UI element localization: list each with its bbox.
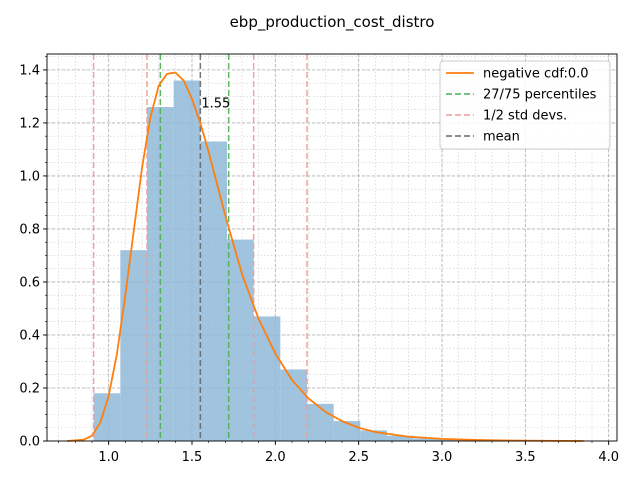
density-curve-line [66,71,584,442]
histogram-bar [173,80,201,442]
x-tick-label: 3.0 [432,450,453,465]
x-tick-label: 1.5 [182,450,203,465]
x-tick-label: 2.5 [348,450,369,465]
x-tick-label: 2.0 [265,450,286,465]
y-tick-label: 1.0 [19,169,40,184]
x-tick-label: 1.0 [98,450,119,465]
histogram-bar [120,250,147,441]
reference-lines [92,54,308,441]
y-tick-label: 1.2 [19,116,40,131]
y-tick-label: 0.6 [19,275,40,290]
legend-box [439,60,611,150]
histogram-bar [307,403,334,441]
histogram-bar [227,239,254,441]
histogram-bar [387,435,414,441]
axes [46,53,618,442]
ticks: 1.0 1.5 2.0 2.5 3.0 3.5 4.0 0.0 0.2 0.4 0.6 0.8 1.0 1… [19,56,619,465]
y-tick-label: 0.8 [19,222,40,237]
histogram-bar [200,141,227,441]
density-curve [66,71,584,442]
histogram-bar [413,438,441,441]
x-tick-label: 3.5 [515,450,536,465]
x-tick-label: 4.0 [598,450,619,465]
histogram-bar [333,421,361,441]
legend-label: 27/75 percentiles [483,88,597,103]
y-tick-label: 1.4 [19,63,40,78]
mean-annotation: 1.55 [201,97,230,112]
legend-label: 1/2 std devs. [483,109,567,124]
legend-label: negative cdf:0.0 [483,67,589,82]
legend: negative cdf:0.0 27/75 percentiles 1/2 std… [439,60,611,150]
y-tick-label: 0.4 [19,328,40,343]
histogram-bar [280,369,307,441]
chart-title: ebp_production_cost_distro [230,13,435,32]
plot-frame [46,53,618,442]
y-tick-label: 0.0 [19,435,40,450]
histogram-bar [440,439,467,441]
legend-label: mean [483,130,520,145]
annotations: 1.55 [201,97,230,112]
y-tick-label: 0.2 [19,381,40,396]
histogram-bar [360,430,387,441]
